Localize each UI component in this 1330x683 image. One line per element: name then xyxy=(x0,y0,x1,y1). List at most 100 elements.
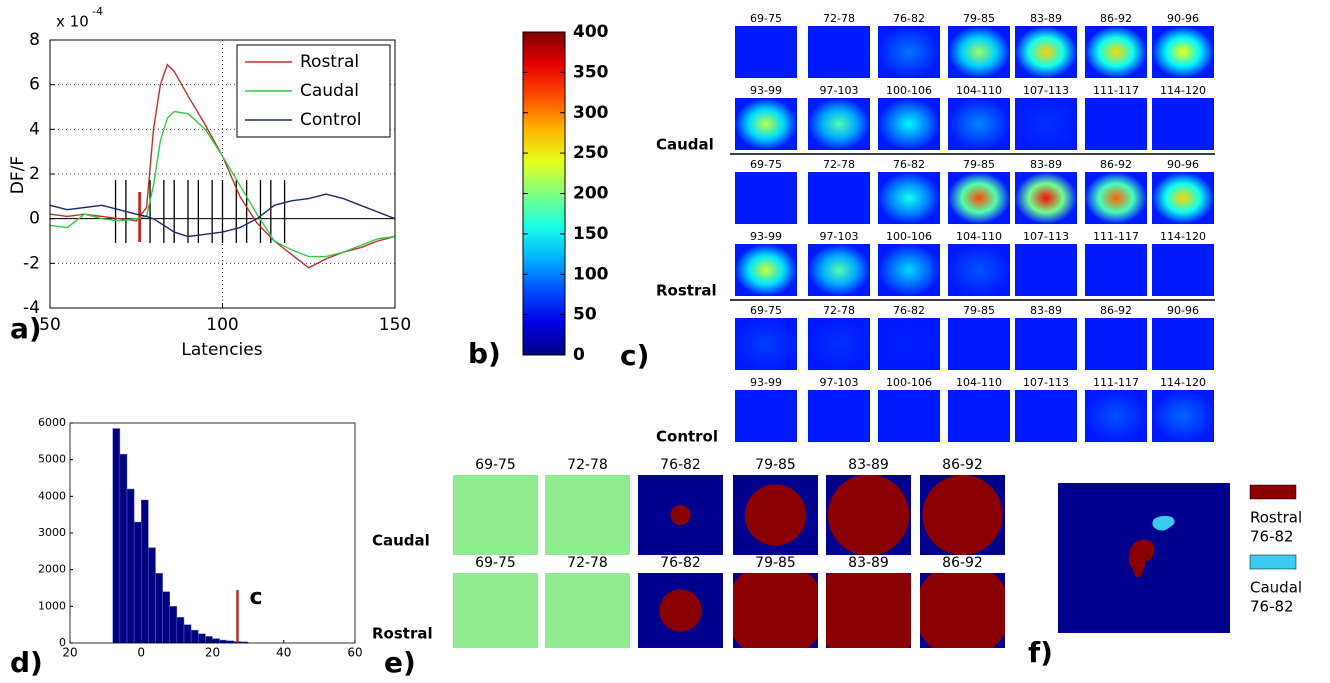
y-tick-label: 6000 xyxy=(38,416,66,429)
histogram-bar xyxy=(205,636,212,643)
response-image xyxy=(808,172,870,224)
window-label: 107-113 xyxy=(1023,230,1069,243)
response-image xyxy=(878,318,940,370)
colorbar-tick-label: 250 xyxy=(573,143,609,163)
window-label: 69-75 xyxy=(475,555,516,571)
window-label: 72-78 xyxy=(823,304,855,317)
window-label: 90-96 xyxy=(1167,12,1199,25)
response-image xyxy=(1015,26,1077,78)
window-label: 79-85 xyxy=(963,12,995,25)
active-region xyxy=(922,475,1002,555)
threshold-image xyxy=(453,475,538,555)
window-label: 114-120 xyxy=(1160,84,1206,97)
window-label: 104-110 xyxy=(956,376,1002,389)
histogram-bar xyxy=(134,522,141,643)
x-tick-label: 40 xyxy=(276,646,291,660)
histogram-bar xyxy=(163,592,170,643)
window-label: 93-99 xyxy=(750,84,782,97)
response-image xyxy=(1085,98,1147,150)
histogram-bar xyxy=(177,617,184,643)
legend-label: Caudal xyxy=(1250,579,1302,597)
histogram-bar xyxy=(198,634,205,643)
y-tick-label: 3000 xyxy=(38,526,66,539)
window-label: 83-89 xyxy=(1030,12,1062,25)
response-image xyxy=(948,390,1010,442)
panel-label: f) xyxy=(1028,636,1053,669)
threshold-image xyxy=(453,573,538,648)
panel-label: b) xyxy=(468,337,501,370)
window-label: 114-120 xyxy=(1160,230,1206,243)
legend-label: Rostral xyxy=(1250,509,1302,527)
response-image xyxy=(1152,244,1214,296)
window-label: 76-82 xyxy=(660,457,701,473)
window-label: 86-92 xyxy=(1100,12,1132,25)
colorbar-tick-label: 400 xyxy=(573,22,609,42)
response-image xyxy=(735,172,797,224)
response-image xyxy=(1085,172,1147,224)
active-region xyxy=(659,589,701,631)
image-background xyxy=(453,475,538,555)
histogram-bar xyxy=(191,630,198,643)
window-label: 72-78 xyxy=(567,457,608,473)
response-image xyxy=(808,244,870,296)
x-tick-label: 50 xyxy=(39,315,61,335)
window-label: 104-110 xyxy=(956,230,1002,243)
window-label: 111-117 xyxy=(1093,84,1139,97)
histogram-bar xyxy=(170,606,177,643)
response-image xyxy=(878,172,940,224)
window-label: 69-75 xyxy=(750,158,782,171)
threshold-image xyxy=(638,573,723,648)
window-label: 90-96 xyxy=(1167,304,1199,317)
legend-window: 76-82 xyxy=(1250,598,1294,616)
response-image xyxy=(878,26,940,78)
threshold-image xyxy=(638,475,723,555)
response-image xyxy=(1085,318,1147,370)
response-image xyxy=(1015,172,1077,224)
legend-window: 76-82 xyxy=(1250,528,1294,546)
window-label: 97-103 xyxy=(820,230,859,243)
y-tick-label: 1000 xyxy=(38,599,66,612)
window-label: 69-75 xyxy=(750,12,782,25)
response-image xyxy=(1085,244,1147,296)
legend-swatch xyxy=(1250,555,1296,569)
x-tick-label: 150 xyxy=(379,315,411,335)
y-tick-label: 8 xyxy=(29,30,40,50)
response-image xyxy=(1015,318,1077,370)
response-image xyxy=(1085,26,1147,78)
window-label: 83-89 xyxy=(1030,304,1062,317)
window-label: 76-82 xyxy=(893,158,925,171)
colorbar-tick-label: 150 xyxy=(573,224,609,244)
threshold-image xyxy=(545,573,630,648)
panel-label: c) xyxy=(620,339,649,372)
window-label: 86-92 xyxy=(942,555,983,571)
y-tick-label: 0 xyxy=(29,209,40,229)
colorbar-tick-label: 350 xyxy=(573,62,609,82)
window-label: 72-78 xyxy=(567,555,608,571)
y-tick-label: 2 xyxy=(29,164,40,184)
active-region xyxy=(745,484,806,545)
active-region xyxy=(914,562,1010,658)
threshold-image xyxy=(914,562,1010,658)
window-label: 93-99 xyxy=(750,230,782,243)
active-region xyxy=(726,561,826,661)
response-image xyxy=(1015,390,1077,442)
window-label: 100-106 xyxy=(886,84,932,97)
threshold-image xyxy=(920,475,1005,555)
legend-label: Rostral xyxy=(300,52,359,72)
response-image xyxy=(808,390,870,442)
x-tick-label: 20 xyxy=(205,646,220,660)
window-label: 107-113 xyxy=(1023,84,1069,97)
colorbar xyxy=(523,32,565,355)
response-image xyxy=(735,244,797,296)
response-image xyxy=(1085,390,1147,442)
window-label: 79-85 xyxy=(755,555,796,571)
colorbar-tick-label: 100 xyxy=(573,264,609,284)
response-image xyxy=(1015,244,1077,296)
window-label: 93-99 xyxy=(750,376,782,389)
histogram-bar xyxy=(148,548,155,643)
window-label: 86-92 xyxy=(942,457,983,473)
window-label: 76-82 xyxy=(660,555,701,571)
x-tick-label: 100 xyxy=(206,315,238,335)
row-label: Rostral xyxy=(372,625,433,643)
response-image xyxy=(1152,172,1214,224)
